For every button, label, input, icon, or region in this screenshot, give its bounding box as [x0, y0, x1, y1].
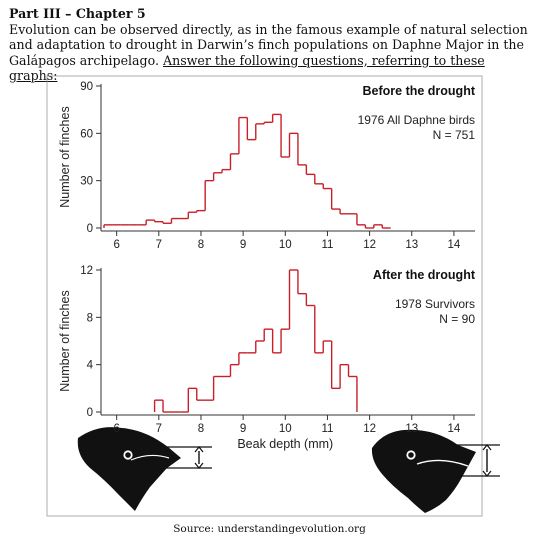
x-tick-label: 6	[113, 423, 119, 435]
x-axis-label: Beak depth (mm)	[237, 437, 333, 451]
panel-title: Before the drought	[363, 84, 476, 98]
y-tick-label: 12	[80, 265, 93, 277]
y-axis-label: Number of finches	[58, 290, 72, 391]
x-tick-label: 8	[198, 239, 204, 251]
x-tick-label: 10	[279, 423, 292, 435]
panel-sample-size: N = 90	[439, 312, 475, 326]
x-tick-label: 12	[363, 239, 376, 251]
panel-subtitle: 1978 Survivors	[395, 297, 475, 311]
y-tick-label: 8	[87, 312, 93, 324]
x-tick-label: 9	[240, 423, 246, 435]
y-tick-label: 4	[87, 360, 94, 372]
x-tick-label: 14	[448, 239, 461, 251]
question-heading: Part III – Chapter 5 Evolution can be ob…	[9, 6, 529, 84]
histogram-panel-2: 12 8 4 0 6 7 8 9 10 11 12 13 14 Number of finches Beak…	[58, 265, 476, 451]
x-tick-label: 13	[405, 239, 418, 251]
x-tick-label: 7	[156, 239, 162, 251]
part-title: Part III – Chapter 5	[9, 6, 146, 21]
instructions-paragraph: Evolution can be observed directly, as i…	[9, 22, 529, 84]
histogram-panel-1: 90 60 30 0 6 7 8 9 10 11 12 13 14 Number of finches Be…	[58, 81, 476, 251]
x-tick-label: 11	[321, 239, 333, 251]
finch-large-beak-icon	[371, 429, 500, 513]
x-tick-label: 14	[448, 423, 461, 435]
instructions-text: Evolution can be observed directly, as i…	[9, 21, 528, 68]
x-tick-label: 11	[321, 423, 333, 435]
x-tick-label: 7	[156, 423, 162, 435]
y-tick-label: 90	[80, 81, 93, 93]
instructions-question: Answer the following questions, referrin…	[9, 52, 485, 84]
panel-sample-size: N = 751	[433, 128, 476, 142]
x-tick-label: 6	[113, 239, 119, 251]
y-tick-label: 0	[87, 223, 93, 235]
x-tick-label: 8	[198, 423, 204, 435]
finch-small-beak-icon	[77, 427, 212, 511]
panel-title: After the drought	[373, 268, 476, 282]
source-credit: Source: understandingevolution.org	[173, 523, 366, 535]
x-tick-label: 12	[363, 423, 376, 435]
x-tick-label: 13	[405, 423, 418, 435]
y-tick-label: 60	[80, 128, 93, 140]
x-tick-label: 10	[279, 239, 292, 251]
panel-subtitle: 1976 All Daphne birds	[358, 113, 475, 127]
y-tick-label: 0	[87, 407, 93, 419]
chart-frame	[46, 75, 483, 517]
y-axis-label: Number of finches	[58, 106, 72, 207]
y-tick-label: 30	[80, 176, 93, 188]
x-tick-label: 9	[240, 239, 246, 251]
